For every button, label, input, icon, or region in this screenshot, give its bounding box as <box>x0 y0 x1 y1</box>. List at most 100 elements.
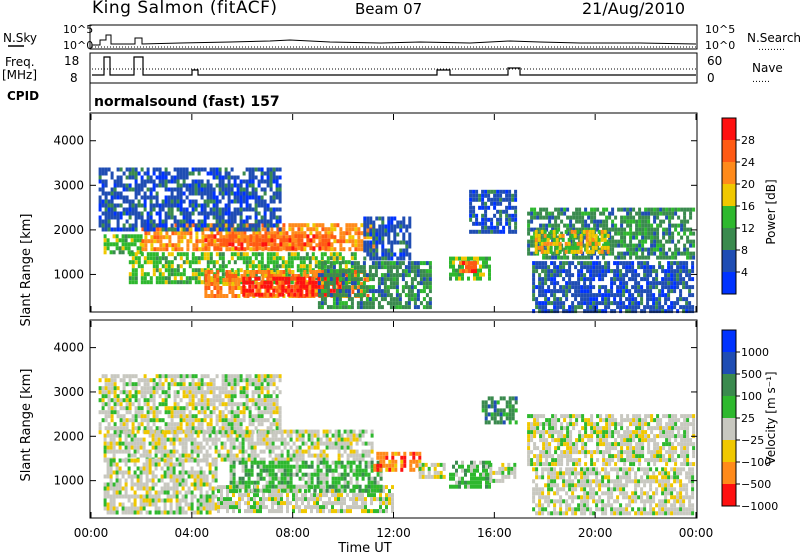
heatmap-cell <box>416 261 420 266</box>
heatmap-cell <box>115 486 119 491</box>
heatmap-cell <box>179 252 183 257</box>
heatmap-cell <box>277 457 281 462</box>
heatmap-cell <box>677 247 681 252</box>
heatmap-cell <box>236 199 240 204</box>
heatmap-cell <box>305 268 309 273</box>
heatmap-cell <box>661 285 665 290</box>
heatmap-cell <box>685 281 689 286</box>
heatmap-cell <box>276 227 280 232</box>
heatmap-cell <box>341 277 345 282</box>
heatmap-cell <box>170 187 174 192</box>
heatmap-cell <box>461 276 464 281</box>
heatmap-cell <box>499 189 503 194</box>
heatmap-cell <box>505 221 509 226</box>
heatmap-cell <box>226 497 229 502</box>
heatmap-cell <box>285 286 289 290</box>
heatmap-cell <box>248 195 252 200</box>
heatmap-cell <box>148 441 152 446</box>
heatmap-cell <box>335 305 339 310</box>
heatmap-cell <box>234 286 238 290</box>
heatmap-cell <box>159 235 163 240</box>
heatmap-cell <box>127 474 131 479</box>
heatmap-cell <box>297 223 301 228</box>
heatmap-cell <box>545 227 549 232</box>
heatmap-cell <box>175 506 179 511</box>
heatmap-cell <box>227 223 231 228</box>
heatmap-cell <box>173 187 177 192</box>
heatmap-cell <box>395 277 399 282</box>
heatmap-cell <box>136 234 140 239</box>
heatmap-cell <box>626 247 630 252</box>
heatmap-cell <box>271 445 275 450</box>
heatmap-cell <box>632 235 636 240</box>
heatmap-cell <box>181 466 185 471</box>
heatmap-cell <box>281 260 285 265</box>
heatmap-cell <box>151 482 155 487</box>
heatmap-cell <box>580 301 584 306</box>
heatmap-cell <box>550 277 554 282</box>
heatmap-cell <box>213 239 217 244</box>
heatmap-cell <box>584 235 588 240</box>
heatmap-cell <box>272 252 276 257</box>
heatmap-cell <box>559 301 563 306</box>
heatmap-cell <box>187 506 191 511</box>
heatmap-cell <box>547 309 551 314</box>
heatmap-cell <box>209 187 213 192</box>
heatmap-cell <box>357 231 361 236</box>
heatmap-cell <box>338 293 342 298</box>
heatmap-cell <box>408 244 412 249</box>
heatmap-cell <box>545 247 549 252</box>
heatmap-cell <box>148 470 152 475</box>
heatmap-cell <box>139 482 143 487</box>
heatmap-cell <box>289 433 293 438</box>
heatmap-cell <box>611 235 615 240</box>
heatmap-cell <box>578 255 582 260</box>
heatmap-cell <box>334 433 338 438</box>
heatmap-cell <box>194 256 198 261</box>
heatmap-cell <box>661 289 665 294</box>
heatmap-cell <box>502 197 506 202</box>
heatmap-cell <box>599 247 603 252</box>
heatmap-cell <box>315 274 319 278</box>
heatmap-cell <box>538 293 542 298</box>
heatmap-cell <box>220 453 224 458</box>
heatmap-cell <box>502 209 506 214</box>
heatmap-cell <box>241 437 245 442</box>
heatmap-cell <box>145 510 149 515</box>
heatmap-cell <box>125 207 129 212</box>
heatmap-cell <box>389 301 393 306</box>
heatmap-cell <box>602 227 606 232</box>
heatmap-cell <box>258 231 262 236</box>
heatmap-cell <box>230 187 234 192</box>
heatmap-cell <box>337 441 341 446</box>
heatmap-cell <box>535 285 539 290</box>
heatmap-cell <box>250 509 253 514</box>
heatmap-cell <box>200 272 204 277</box>
heatmap-cell <box>119 167 123 172</box>
heatmap-cell <box>211 462 215 467</box>
heatmap-cell <box>155 199 159 204</box>
heatmap-cell <box>127 498 131 503</box>
heatmap-cell <box>147 231 151 236</box>
heatmap-cell <box>387 240 391 245</box>
heatmap-cell <box>577 261 581 266</box>
heatmap-cell <box>239 215 243 220</box>
cpid-row: CPID normalsound (fast) 157 <box>7 83 280 111</box>
heatmap-cell <box>212 227 216 232</box>
heatmap-cell <box>478 193 482 198</box>
heatmap-cell <box>158 183 162 188</box>
heatmap-cell <box>274 445 278 450</box>
heatmap-cell <box>189 227 193 232</box>
heatmap-cell <box>247 501 250 506</box>
heatmap-cell <box>337 429 341 434</box>
heatmap-cell <box>199 466 203 471</box>
heatmap-cell <box>581 255 585 260</box>
heatmap-cell <box>184 445 188 450</box>
heatmap-cell <box>297 242 301 247</box>
heatmap-cell <box>366 220 370 225</box>
heatmap-cell <box>251 264 255 269</box>
heatmap-cell <box>142 449 146 454</box>
heatmap-cell <box>600 237 604 242</box>
heatmap-cell <box>223 485 226 490</box>
heatmap-cell <box>190 506 194 511</box>
